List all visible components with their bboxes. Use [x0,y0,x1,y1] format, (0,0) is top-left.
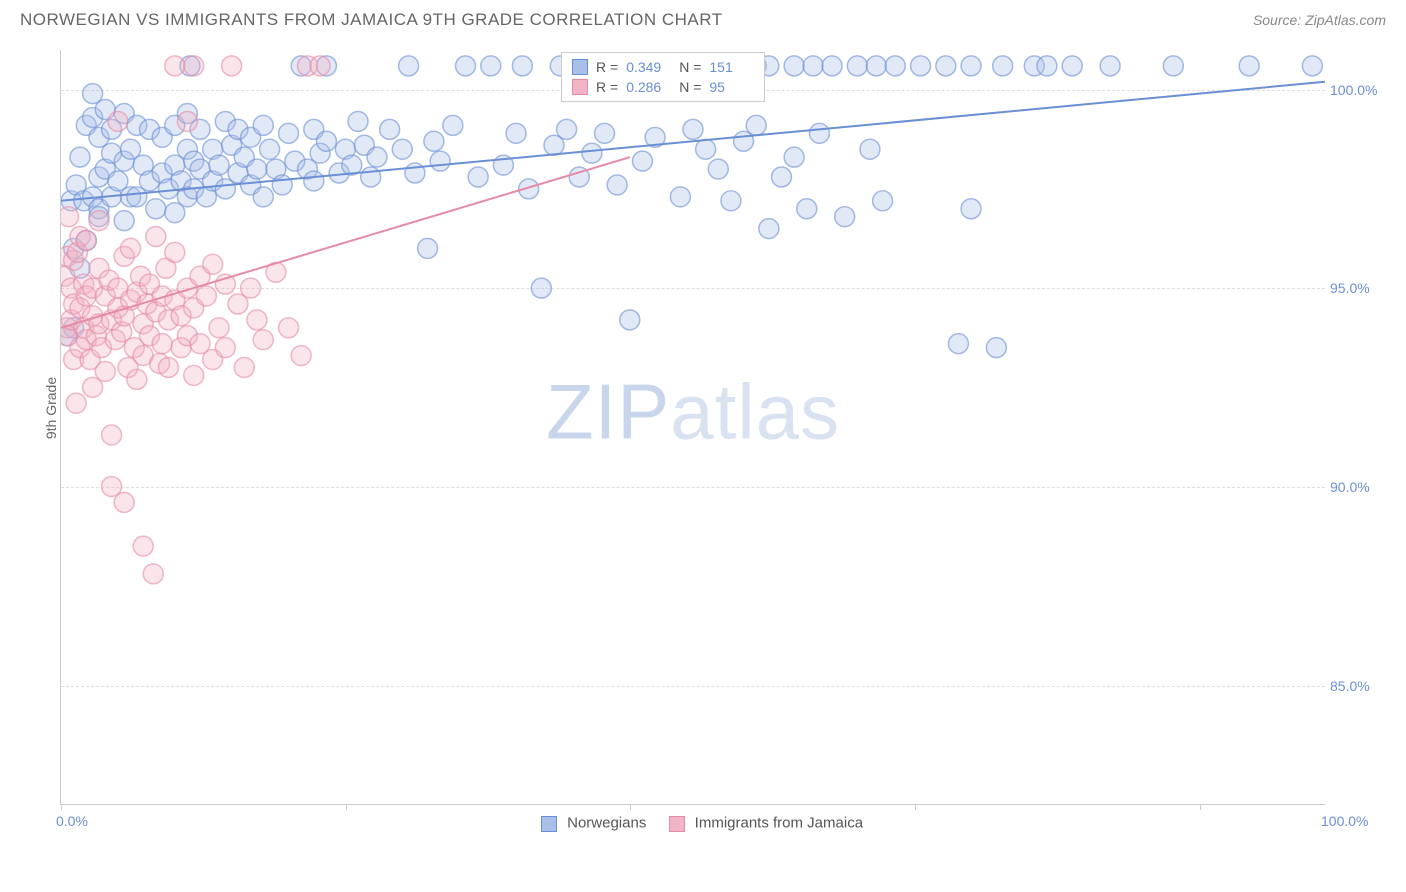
swatch-jamaica-bottom [669,816,685,832]
source-attribution: Source: ZipAtlas.com [1253,12,1386,28]
scatter-plot [61,50,1325,804]
legend-label-jamaica: Immigrants from Jamaica [695,815,863,832]
swatch-jamaica [572,79,588,95]
series-legend: Norwegians Immigrants from Jamaica [61,814,1325,832]
chart-title: NORWEGIAN VS IMMIGRANTS FROM JAMAICA 9TH… [20,10,723,30]
chart-area: ZIPatlas 85.0%90.0%95.0%100.0% 0.0%100.0… [60,50,1325,805]
swatch-norwegians [572,59,588,75]
y-axis-label: 9th Grade [43,377,59,439]
header: NORWEGIAN VS IMMIGRANTS FROM JAMAICA 9TH… [0,0,1406,35]
legend-label-norwegians: Norwegians [567,815,646,832]
legend-row-norwegians: R = 0.349 N = 151 [572,57,754,77]
swatch-norwegians-bottom [541,816,557,832]
legend-row-jamaica: R = 0.286 N = 95 [572,77,754,97]
correlation-legend: R = 0.349 N = 151 R = 0.286 N = 95 [561,52,765,102]
